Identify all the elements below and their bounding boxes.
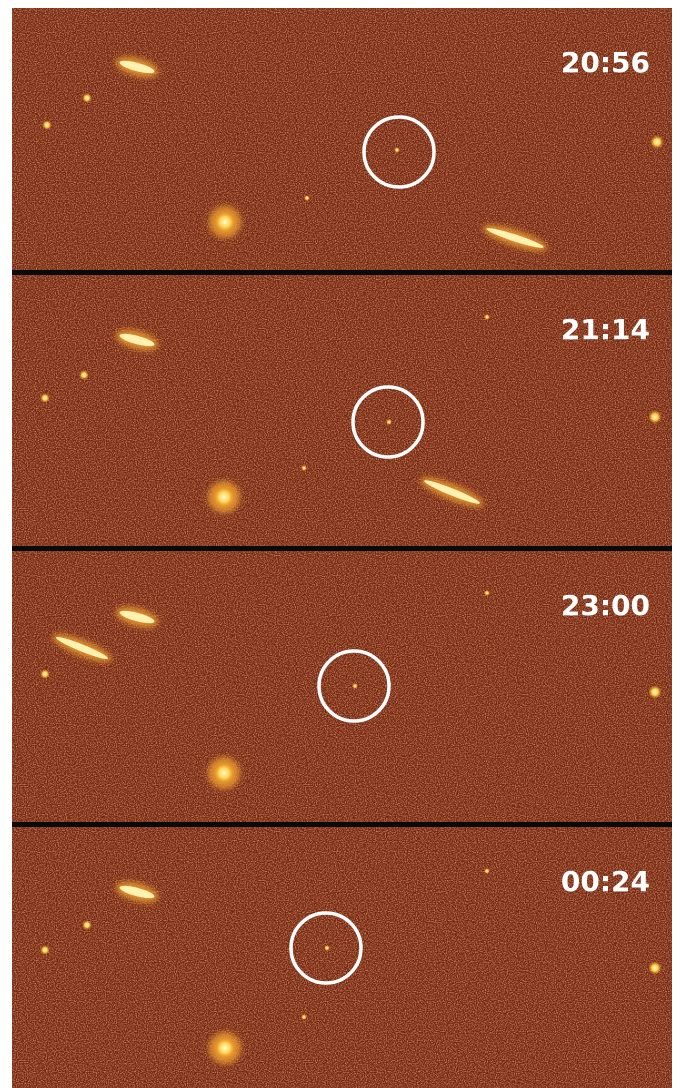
star xyxy=(40,393,50,403)
page: 20:5621:1423:0000:24 (() => { const data… xyxy=(0,0,685,1088)
star xyxy=(648,961,662,975)
star xyxy=(79,370,89,380)
star xyxy=(82,93,92,103)
star xyxy=(40,669,50,679)
frame: 20:56 xyxy=(12,8,672,270)
star xyxy=(42,120,52,130)
star xyxy=(324,945,330,951)
star xyxy=(484,590,490,596)
star xyxy=(82,920,92,930)
timestamp: 21:14 xyxy=(561,313,650,346)
star xyxy=(484,868,490,874)
star xyxy=(352,683,358,689)
timestamp: 00:24 xyxy=(561,865,650,898)
timestamp: 23:00 xyxy=(561,589,650,622)
frame: 23:00 xyxy=(12,551,672,822)
star xyxy=(386,419,392,425)
panels: 20:56 21:14 23:00 00:24 xyxy=(12,8,672,1088)
star xyxy=(648,685,662,699)
star xyxy=(650,135,664,149)
frame: 21:14 xyxy=(12,275,672,546)
star xyxy=(301,1014,307,1020)
image-sequence: 20:56 21:14 23:00 00:24 xyxy=(0,0,685,1088)
star xyxy=(212,761,236,785)
star xyxy=(484,314,490,320)
star xyxy=(394,147,400,153)
star xyxy=(213,210,237,234)
star xyxy=(40,945,50,955)
timestamp: 20:56 xyxy=(561,46,650,79)
star xyxy=(212,485,236,509)
star xyxy=(648,410,662,424)
star xyxy=(304,195,310,201)
star xyxy=(213,1036,237,1060)
star xyxy=(301,465,307,471)
frame: 00:24 xyxy=(12,827,672,1088)
